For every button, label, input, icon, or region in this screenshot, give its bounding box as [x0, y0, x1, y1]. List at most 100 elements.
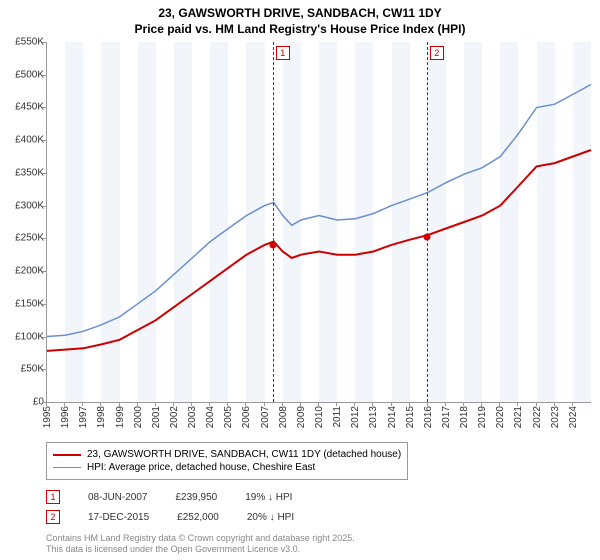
footer: Contains HM Land Registry data © Crown c… [46, 533, 355, 556]
x-tick-label: 1995 [42, 406, 53, 428]
sale-price: £239,950 [175, 492, 217, 503]
series-price_paid [47, 150, 591, 351]
legend-label: HPI: Average price, detached house, Ches… [87, 462, 315, 473]
x-tick [119, 402, 120, 406]
x-tick-label: 2014 [387, 406, 398, 428]
title-line-1: 23, GAWSWORTH DRIVE, SANDBACH, CW11 1DY [0, 6, 600, 22]
x-tick [173, 402, 174, 406]
x-tick-label: 2006 [241, 406, 252, 428]
x-tick [499, 402, 500, 406]
x-tick-label: 2002 [169, 406, 180, 428]
x-tick-label: 2001 [151, 406, 162, 428]
sale-marker-icon: 2 [46, 510, 60, 524]
legend-label: 23, GAWSWORTH DRIVE, SANDBACH, CW11 1DY … [87, 449, 401, 460]
x-tick [336, 402, 337, 406]
legend-swatch [53, 454, 81, 456]
x-tick [481, 402, 482, 406]
x-tick-label: 2013 [368, 406, 379, 428]
footer-line-2: This data is licensed under the Open Gov… [46, 544, 355, 556]
x-tick-label: 2016 [423, 406, 434, 428]
sale-marker-icon: 2 [430, 46, 444, 60]
x-tick [155, 402, 156, 406]
x-tick-label: 2000 [133, 406, 144, 428]
line-series-svg [47, 42, 591, 402]
sale-delta: 19% ↓ HPI [245, 492, 292, 503]
y-tick-label: £250K [2, 233, 44, 244]
y-tick [42, 107, 46, 108]
x-tick-label: 2017 [441, 406, 452, 428]
sale-date: 08-JUN-2007 [88, 492, 147, 503]
y-tick-label: £150K [2, 298, 44, 309]
sale-vline [273, 42, 274, 402]
x-tick-label: 2010 [314, 406, 325, 428]
x-tick [46, 402, 47, 406]
chart-container: 23, GAWSWORTH DRIVE, SANDBACH, CW11 1DY … [0, 0, 600, 560]
x-tick-label: 1998 [96, 406, 107, 428]
x-tick [391, 402, 392, 406]
sale-row: 2 17-DEC-2015 £252,000 20% ↓ HPI [46, 510, 294, 524]
x-tick-label: 2004 [205, 406, 216, 428]
x-tick-label: 2007 [260, 406, 271, 428]
x-tick-label: 2015 [405, 406, 416, 428]
x-tick-label: 2011 [332, 406, 343, 428]
x-tick [264, 402, 265, 406]
x-tick [372, 402, 373, 406]
x-tick [64, 402, 65, 406]
x-tick-label: 2005 [223, 406, 234, 428]
x-tick [409, 402, 410, 406]
sale-delta: 20% ↓ HPI [247, 512, 294, 523]
y-tick-label: £500K [2, 69, 44, 80]
sale-marker-icon: 1 [46, 490, 60, 504]
sale-marker-icon: 1 [276, 46, 290, 60]
y-tick [42, 337, 46, 338]
legend-swatch [53, 467, 81, 469]
x-tick [572, 402, 573, 406]
x-tick [282, 402, 283, 406]
y-tick-label: £200K [2, 266, 44, 277]
sale-date: 17-DEC-2015 [88, 512, 149, 523]
x-tick [445, 402, 446, 406]
x-tick [227, 402, 228, 406]
x-tick-label: 1996 [60, 406, 71, 428]
plot-area [46, 42, 591, 403]
y-tick [42, 42, 46, 43]
x-tick-label: 1997 [78, 406, 89, 428]
y-tick [42, 304, 46, 305]
x-tick [100, 402, 101, 406]
x-tick [318, 402, 319, 406]
x-tick [209, 402, 210, 406]
y-tick-label: £100K [2, 331, 44, 342]
sale-row: 1 08-JUN-2007 £239,950 19% ↓ HPI [46, 490, 292, 504]
y-tick-label: £400K [2, 135, 44, 146]
x-tick-label: 2012 [350, 406, 361, 428]
x-tick-label: 2022 [532, 406, 543, 428]
x-tick [536, 402, 537, 406]
y-tick [42, 206, 46, 207]
sale-price: £252,000 [177, 512, 219, 523]
x-tick [245, 402, 246, 406]
x-tick-label: 2023 [550, 406, 561, 428]
x-tick-label: 1999 [115, 406, 126, 428]
y-tick [42, 238, 46, 239]
y-tick [42, 75, 46, 76]
x-tick [427, 402, 428, 406]
x-tick-label: 2008 [278, 406, 289, 428]
title-line-2: Price paid vs. HM Land Registry's House … [0, 22, 600, 38]
x-tick-label: 2003 [187, 406, 198, 428]
sale-point [269, 241, 276, 248]
chart-title: 23, GAWSWORTH DRIVE, SANDBACH, CW11 1DY … [0, 0, 600, 37]
x-tick-label: 2020 [495, 406, 506, 428]
x-tick [300, 402, 301, 406]
x-tick [137, 402, 138, 406]
legend-item: HPI: Average price, detached house, Ches… [53, 462, 401, 473]
x-tick [463, 402, 464, 406]
x-tick [517, 402, 518, 406]
x-tick-label: 2019 [477, 406, 488, 428]
x-tick-label: 2021 [513, 406, 524, 428]
x-tick [554, 402, 555, 406]
y-tick-label: £50K [2, 364, 44, 375]
x-tick [354, 402, 355, 406]
y-tick [42, 140, 46, 141]
y-tick-label: £450K [2, 102, 44, 113]
y-tick-label: £350K [2, 167, 44, 178]
